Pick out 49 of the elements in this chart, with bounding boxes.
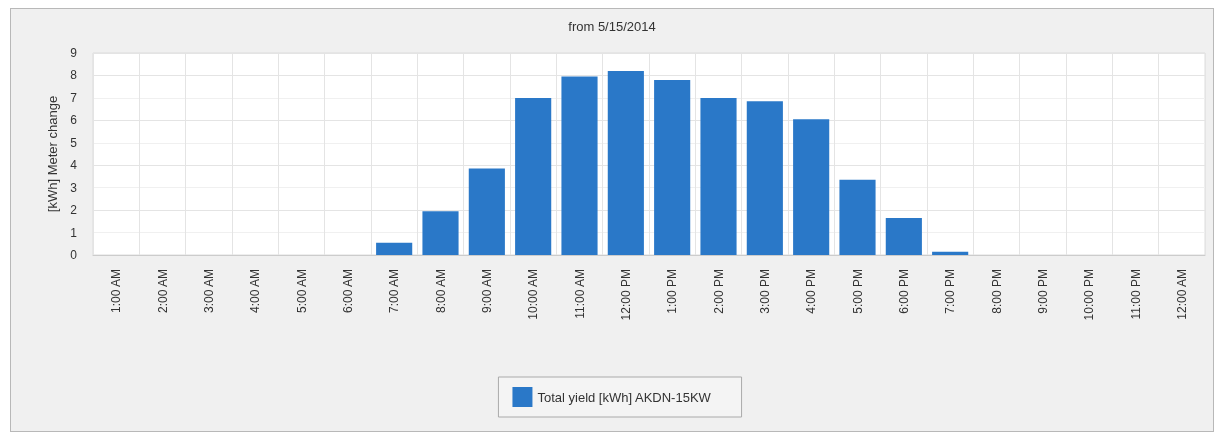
y-tick-label: 2 [70, 203, 78, 218]
x-tick-label: 3:00 PM [757, 269, 772, 314]
x-tick-label: 2:00 PM [711, 269, 726, 314]
legend-label: Total yield [kWh] AKDN-15KW [537, 389, 712, 405]
y-tick-label: 5 [70, 135, 78, 150]
x-tick-label: 1:00 AM [109, 269, 124, 314]
x-tick-label: 3:00 AM [201, 269, 216, 314]
x-tick-label: 10:00 PM [1082, 269, 1097, 321]
bar [746, 101, 783, 255]
bar [885, 217, 922, 255]
bar [607, 70, 644, 255]
y-tick-label: 3 [70, 180, 78, 195]
bar [422, 211, 459, 255]
x-tick-label: 5:00 AM [294, 269, 309, 314]
x-tick-label: 9:00 AM [479, 269, 494, 314]
x-tick-label: 11:00 AM [572, 269, 587, 319]
chart-title: from 5/15/2014 [568, 19, 656, 34]
y-tick-label: 7 [70, 90, 78, 105]
x-tick-label: 7:00 AM [387, 269, 402, 314]
bar [376, 242, 413, 255]
x-tick-label: 2:00 AM [155, 269, 170, 314]
y-tick-label: 8 [70, 68, 78, 83]
y-tick-label: 9 [70, 46, 78, 60]
bar [793, 119, 830, 255]
y-tick-label: 0 [70, 248, 78, 262]
bar [839, 179, 876, 255]
x-tick-label: 12:00 AM [1174, 269, 1189, 320]
x-tick-label: 6:00 PM [896, 269, 911, 314]
x-tick-label: 5:00 PM [850, 269, 865, 314]
y-axis-title: [kWh] Meter change [45, 95, 61, 213]
x-tick-label: 10:00 AM [526, 269, 541, 320]
x-tick-label: 6:00 AM [340, 269, 355, 314]
x-tick-label: 4:00 PM [804, 269, 819, 314]
x-tick-label: 12:00 PM [618, 269, 633, 321]
y-tick-label: 1 [70, 225, 78, 240]
y-tick-label: 6 [70, 113, 78, 128]
x-tick-label: 7:00 PM [943, 269, 958, 314]
x-tick-label: 1:00 PM [665, 269, 680, 314]
x-tick-label: 11:00 PM [1128, 269, 1143, 320]
bar [468, 168, 505, 255]
bar [654, 79, 691, 255]
x-tick-label: 8:00 AM [433, 269, 448, 314]
y-tick-label: 4 [70, 158, 78, 173]
bar [515, 97, 552, 255]
bar [700, 97, 737, 255]
bar [561, 76, 598, 255]
x-tick-label: 9:00 PM [1035, 269, 1050, 314]
x-tick-label: 4:00 AM [248, 269, 263, 314]
x-tick-label: 8:00 PM [989, 269, 1004, 314]
